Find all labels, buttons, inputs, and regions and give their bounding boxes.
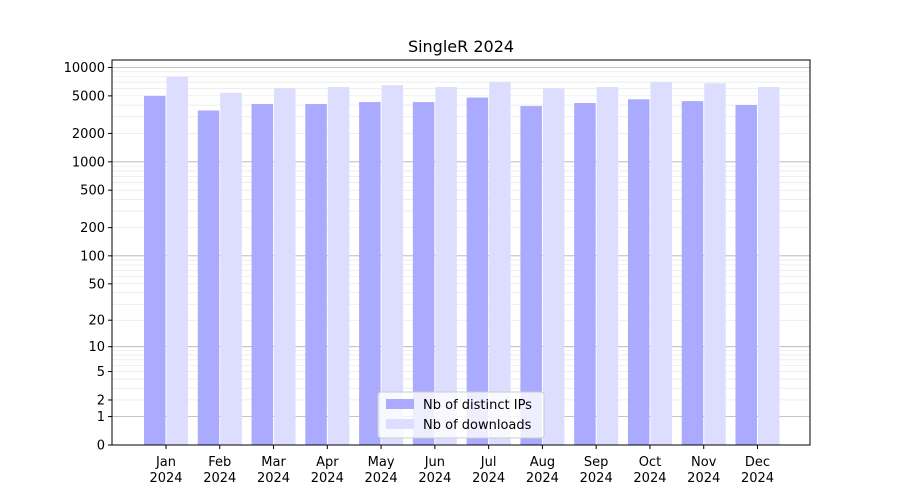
bar bbox=[650, 82, 672, 446]
plot-area bbox=[111, 59, 811, 446]
legend-box bbox=[377, 391, 545, 439]
x-tick-label: Aug 2024 bbox=[526, 455, 559, 486]
bar bbox=[627, 99, 650, 445]
bar bbox=[327, 87, 350, 446]
bar bbox=[359, 102, 381, 445]
bars bbox=[144, 76, 780, 446]
x-tick-label: Jan 2024 bbox=[149, 455, 182, 486]
bar bbox=[166, 76, 188, 446]
bar bbox=[381, 85, 404, 446]
x-tick-label: Jul 2024 bbox=[472, 455, 505, 486]
bar bbox=[596, 87, 619, 446]
y-tick-label: 20 bbox=[88, 314, 105, 329]
bar bbox=[758, 87, 780, 446]
legend-label: Nb of distinct IPs bbox=[423, 398, 532, 413]
y-tick-label: 5000 bbox=[72, 89, 105, 104]
legend-swatch bbox=[386, 399, 414, 409]
bar bbox=[466, 97, 489, 445]
bar bbox=[305, 104, 327, 446]
x-axis: Jan 2024 Feb 2024 Mar 2024 Apr 2024 May 2024 Jun 20… bbox=[149, 445, 774, 486]
y-tick-label: 200 bbox=[80, 221, 105, 236]
y-tick-label: 10000 bbox=[64, 61, 105, 76]
x-tick-label: Feb 2024 bbox=[203, 455, 236, 486]
bar bbox=[542, 88, 565, 445]
y-tick-label: 2000 bbox=[72, 127, 105, 142]
y-tick-label: 50 bbox=[88, 277, 105, 292]
y-tick-label: 500 bbox=[80, 184, 105, 199]
x-tick-label: May 2024 bbox=[365, 455, 398, 486]
bar bbox=[489, 82, 511, 446]
y-tick-label: 100 bbox=[80, 249, 105, 264]
y-tick-label: 1000 bbox=[72, 155, 105, 170]
legend-label: Nb of downloads bbox=[423, 418, 532, 433]
bar bbox=[144, 95, 166, 445]
x-tick-label: Jun 2024 bbox=[418, 455, 451, 486]
y-tick-label: 10 bbox=[88, 340, 105, 355]
bar bbox=[412, 102, 435, 445]
bar bbox=[274, 88, 296, 445]
y-tick-label: 0 bbox=[97, 439, 105, 454]
legend-swatch bbox=[386, 419, 414, 429]
y-tick-label: 5 bbox=[97, 365, 105, 380]
chart-title: SingleR 2024 bbox=[408, 37, 514, 56]
bar bbox=[735, 105, 757, 445]
bar bbox=[520, 106, 542, 445]
bar bbox=[704, 83, 726, 445]
bar bbox=[220, 92, 242, 445]
x-tick-label: Sep 2024 bbox=[580, 455, 613, 486]
bar bbox=[574, 103, 596, 445]
x-tick-label: Nov 2024 bbox=[687, 455, 720, 486]
x-tick-label: Oct 2024 bbox=[633, 455, 666, 486]
y-tick-label: 2 bbox=[97, 393, 105, 408]
bar bbox=[681, 101, 704, 445]
bar bbox=[251, 104, 274, 446]
x-tick-label: Dec 2024 bbox=[741, 455, 774, 486]
x-tick-label: Mar 2024 bbox=[257, 455, 290, 486]
bar bbox=[435, 87, 457, 446]
y-axis: 0 1 2 5 10 20 50 100 200 500 1000 2000 5000 10000 bbox=[64, 61, 112, 454]
legend: Nb of distinct IPs Nb of downloads bbox=[377, 391, 545, 439]
x-tick-label: Apr 2024 bbox=[311, 455, 344, 486]
bar bbox=[197, 110, 220, 445]
y-tick-label: 1 bbox=[97, 410, 105, 425]
